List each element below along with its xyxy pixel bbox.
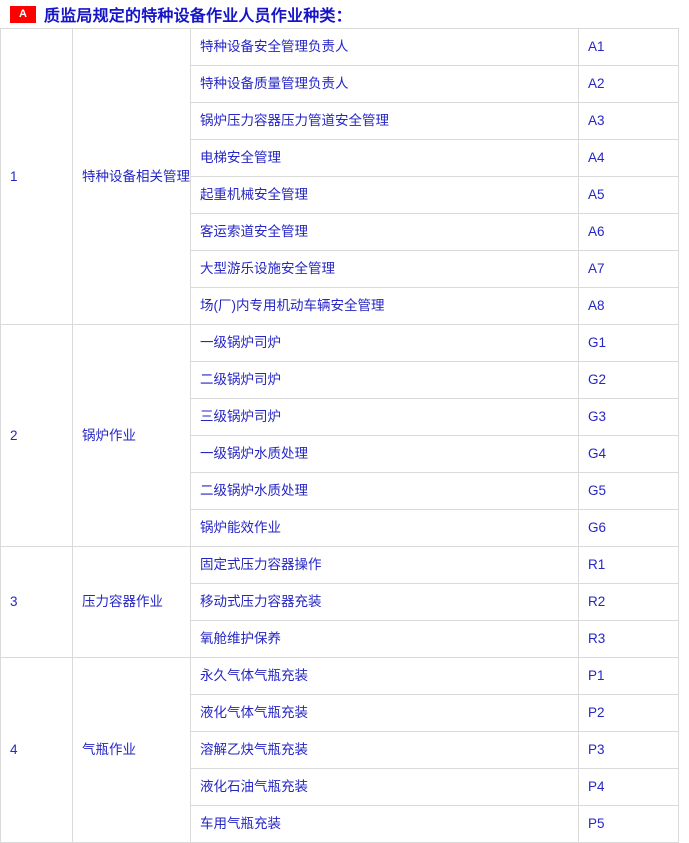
category-name-cell: 客运索道安全管理 <box>190 213 579 251</box>
category-name-cell: 起重机械安全管理 <box>190 176 579 214</box>
group-index-cell: 2 <box>0 324 73 547</box>
table-row: 氧舱维护保养 R3 <box>1 620 679 658</box>
page-title-row: A 质监局规定的特种设备作业人员作业种类： <box>0 0 689 28</box>
category-code-cell: P3 <box>578 731 679 769</box>
table-row: 溶解乙炔气瓶充装 P3 <box>1 731 679 769</box>
category-name-cell: 液化气体气瓶充装 <box>190 694 579 732</box>
group-index-cell: 3 <box>0 546 73 658</box>
category-code-cell: G4 <box>578 435 679 473</box>
category-name-cell: 固定式压力容器操作 <box>190 546 579 584</box>
table-row: 电梯安全管理 A4 <box>1 139 679 177</box>
table-row: 2 锅炉作业 一级锅炉司炉 G1 <box>0 324 679 547</box>
category-name-cell: 电梯安全管理 <box>190 139 579 177</box>
category-code-cell: R2 <box>578 583 679 621</box>
category-code-cell: G5 <box>578 472 679 510</box>
category-code-cell: G6 <box>578 509 679 547</box>
page-title: 质监局规定的特种设备作业人员作业种类： <box>44 8 352 25</box>
category-code-cell: R3 <box>578 620 679 658</box>
category-code-cell: P4 <box>578 768 679 806</box>
category-code-cell: A3 <box>578 102 679 140</box>
group-name-cell: 特种设备相关管理 <box>72 28 191 325</box>
table-row: 3 压力容器作业 固定式压力容器操作 R1 <box>0 546 679 658</box>
category-name-cell: 特种设备安全管理负责人 <box>190 28 579 66</box>
table-body: 1 特种设备相关管理 特种设备安全管理负责人 A1 特种设备质量管理负责人 A2 锅炉压力容… <box>0 28 679 843</box>
category-name-cell: 二级锅炉水质处理 <box>190 472 579 510</box>
category-name-cell: 移动式压力容器充装 <box>190 583 579 621</box>
category-name-cell: 溶解乙炔气瓶充装 <box>190 731 579 769</box>
table-row: 锅炉能效作业 G6 <box>1 509 679 547</box>
category-code-cell: R1 <box>578 546 679 584</box>
group-index-cell: 4 <box>0 657 73 843</box>
table-row: 特种设备质量管理负责人 A2 <box>1 65 679 103</box>
table-row: 液化石油气瓶充装 P4 <box>1 768 679 806</box>
group-index-cell: 1 <box>0 28 73 325</box>
table-row: 液化气体气瓶充装 P2 <box>1 694 679 732</box>
category-name-cell: 车用气瓶充装 <box>190 805 579 843</box>
category-code-cell: A6 <box>578 213 679 251</box>
table-row: 车用气瓶充装 P5 <box>1 805 679 843</box>
category-name-cell: 氧舱维护保养 <box>190 620 579 658</box>
table-row: 4 气瓶作业 永久气体气瓶充装 P1 <box>0 657 679 843</box>
category-name-cell: 场(厂)内专用机动车辆安全管理 <box>190 287 579 325</box>
category-code-cell: A5 <box>578 176 679 214</box>
group-name-cell: 锅炉作业 <box>72 324 191 547</box>
category-code-cell: G3 <box>578 398 679 436</box>
category-code-cell: P2 <box>578 694 679 732</box>
special-equipment-categories-table: 1 特种设备相关管理 特种设备安全管理负责人 A1 特种设备质量管理负责人 A2 锅炉压力容… <box>0 28 679 843</box>
category-name-cell: 锅炉能效作业 <box>190 509 579 547</box>
table-row: 一级锅炉水质处理 G4 <box>1 435 679 473</box>
group-name-cell: 压力容器作业 <box>72 546 191 658</box>
category-code-cell: P1 <box>578 657 679 695</box>
category-code-cell: G1 <box>578 324 679 362</box>
category-code-cell: A4 <box>578 139 679 177</box>
table-row: 1 特种设备相关管理 特种设备安全管理负责人 A1 <box>0 28 679 325</box>
table-row: 客运索道安全管理 A6 <box>1 213 679 251</box>
category-name-cell: 一级锅炉司炉 <box>190 324 579 362</box>
category-name-cell: 二级锅炉司炉 <box>190 361 579 399</box>
table-row: 移动式压力容器充装 R2 <box>1 583 679 621</box>
category-code-cell: A2 <box>578 65 679 103</box>
category-code-cell: A7 <box>578 250 679 288</box>
category-code-cell: G2 <box>578 361 679 399</box>
category-code-cell: P5 <box>578 805 679 843</box>
category-code-cell: A8 <box>578 287 679 325</box>
category-code-cell: A1 <box>578 28 679 66</box>
table-row: 大型游乐设施安全管理 A7 <box>1 250 679 288</box>
table-row: 二级锅炉司炉 G2 <box>1 361 679 399</box>
table-row: 起重机械安全管理 A5 <box>1 176 679 214</box>
table-row: 二级锅炉水质处理 G5 <box>1 472 679 510</box>
category-name-cell: 液化石油气瓶充装 <box>190 768 579 806</box>
letter-a-badge-icon: A <box>10 5 36 23</box>
category-name-cell: 锅炉压力容器压力管道安全管理 <box>190 102 579 140</box>
category-name-cell: 永久气体气瓶充装 <box>190 657 579 695</box>
category-name-cell: 大型游乐设施安全管理 <box>190 250 579 288</box>
table-row: 场(厂)内专用机动车辆安全管理 A8 <box>1 287 679 325</box>
category-name-cell: 三级锅炉司炉 <box>190 398 579 436</box>
group-name-cell: 气瓶作业 <box>72 657 191 843</box>
category-name-cell: 特种设备质量管理负责人 <box>190 65 579 103</box>
category-name-cell: 一级锅炉水质处理 <box>190 435 579 473</box>
